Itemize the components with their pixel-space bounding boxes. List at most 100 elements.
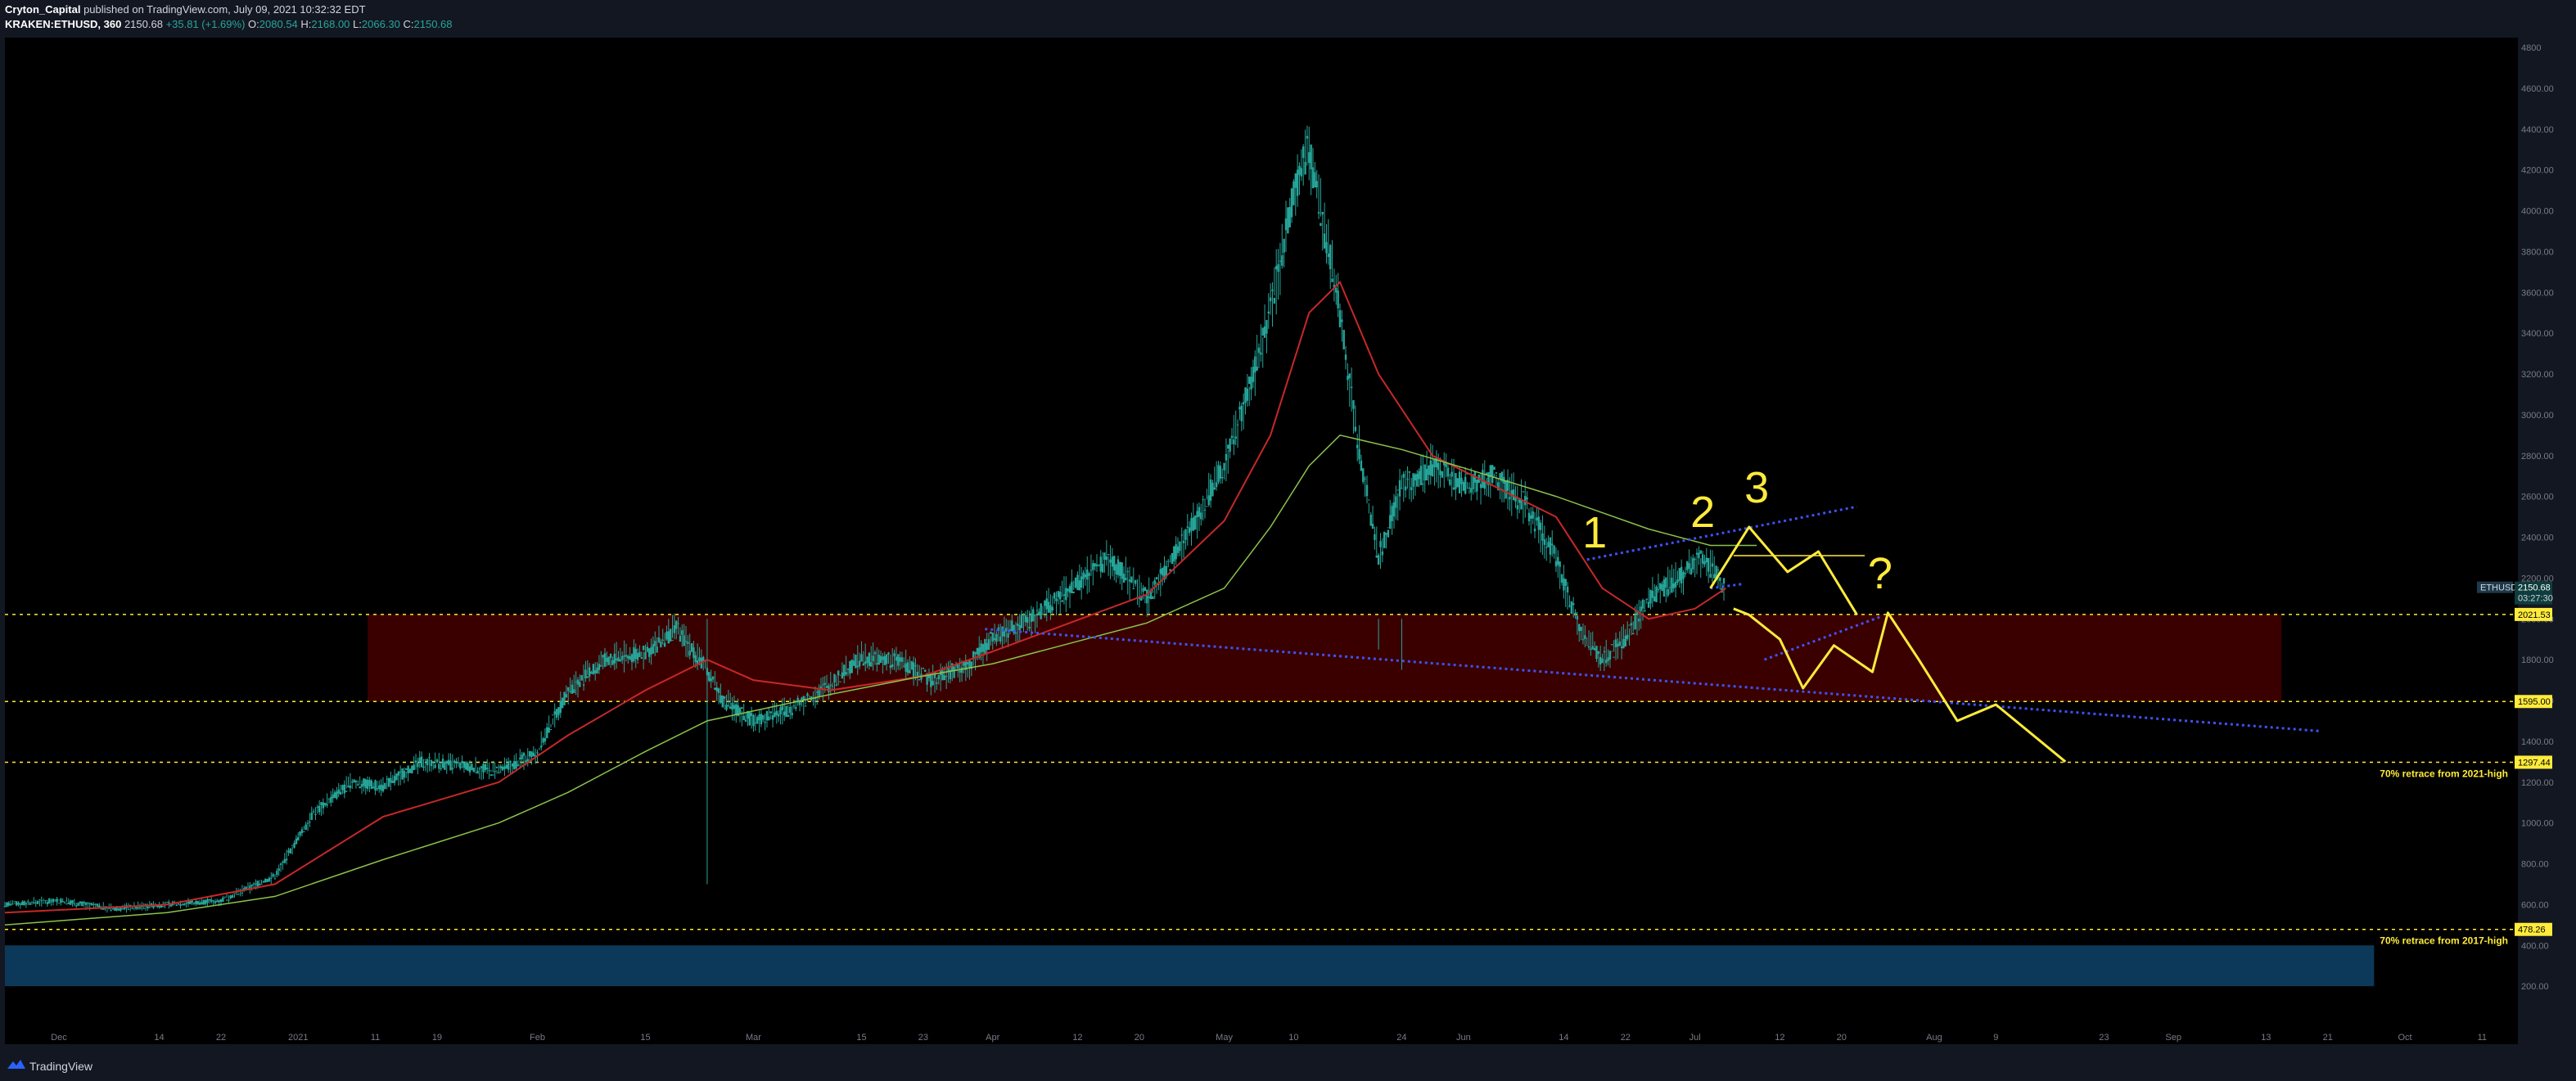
candle-body — [936, 682, 938, 684]
x-tick-label: 2021 — [288, 1033, 308, 1043]
candle-body — [1387, 529, 1390, 538]
candle-body — [1348, 373, 1351, 379]
candles — [3, 125, 1726, 913]
candle-body — [1071, 581, 1073, 593]
candle-body — [52, 899, 55, 903]
candle-body — [1406, 479, 1409, 480]
candle-body — [1364, 478, 1366, 480]
candle-body — [561, 697, 564, 709]
candle-body — [864, 661, 867, 664]
candle-body — [1416, 474, 1419, 487]
candle-body — [665, 631, 668, 640]
y-tick-label: 1200.00 — [2521, 778, 2554, 788]
candle-body — [650, 646, 652, 655]
candle-body — [1140, 595, 1143, 601]
candle-body — [326, 804, 328, 806]
candle-body — [75, 905, 78, 907]
candle-body — [630, 654, 634, 663]
candle-body — [1553, 545, 1555, 554]
candle-body — [1580, 626, 1582, 631]
candle-body — [777, 714, 780, 717]
candle-body — [1377, 555, 1380, 565]
tradingview-brand[interactable]: TradingView — [29, 1060, 93, 1073]
candle-body — [1176, 546, 1180, 553]
level-tag-value: 2021.53 — [2518, 610, 2551, 620]
candle-body — [7, 903, 10, 906]
candle-body — [1315, 181, 1318, 188]
candle-body — [1410, 487, 1413, 490]
candle-body — [461, 760, 463, 763]
candle-body — [629, 655, 631, 660]
candle-body — [386, 778, 388, 780]
candle-body — [615, 658, 618, 660]
candle-body — [1655, 586, 1658, 602]
candle-body — [492, 774, 494, 776]
candle-body — [819, 686, 823, 690]
candle-body — [910, 660, 913, 670]
candle-body — [449, 760, 452, 771]
candle-body — [1186, 526, 1189, 528]
candle-body — [507, 762, 510, 770]
symbol-label[interactable]: KRAKEN:ETHUSD, 360 — [5, 18, 122, 30]
candle-body — [845, 672, 847, 675]
candle-body — [1028, 627, 1031, 628]
candle-body — [1715, 565, 1717, 580]
level-tag-value: 478.26 — [2518, 926, 2546, 935]
candle-body — [422, 766, 425, 768]
candle-body — [48, 898, 51, 904]
candle-body — [747, 710, 749, 719]
candle-body — [781, 705, 784, 710]
published-text: published on TradingView.com, July 09, 2… — [80, 3, 366, 16]
candle-body — [1347, 376, 1349, 381]
candle-body — [345, 790, 348, 792]
candle-body — [1662, 579, 1666, 597]
candle-body — [1699, 550, 1702, 554]
candle-body — [688, 651, 691, 655]
candle-body — [1260, 352, 1262, 355]
candle-body — [1466, 473, 1468, 475]
candle-body — [990, 631, 992, 634]
candle-body — [1398, 480, 1401, 497]
candle-body — [1618, 642, 1621, 646]
candle-body — [196, 900, 199, 905]
candle-body — [1711, 563, 1714, 567]
candle-body — [553, 711, 556, 714]
candle-body — [1234, 436, 1237, 439]
candle-body — [1537, 516, 1540, 530]
candle-body — [1105, 556, 1108, 561]
author-name[interactable]: Cryton_Capital — [5, 3, 81, 16]
candle-body — [1109, 559, 1112, 563]
candle-body — [625, 655, 628, 657]
candle-body — [15, 901, 18, 906]
candle-body — [941, 670, 944, 681]
open-label: O: — [248, 18, 259, 30]
candle-body — [646, 646, 649, 652]
candle-body — [293, 843, 295, 848]
candle-body — [241, 892, 244, 894]
candle-body — [154, 905, 157, 907]
candle-body — [963, 661, 965, 666]
candle-body — [65, 903, 68, 905]
candle-body — [729, 706, 732, 709]
candle-body — [756, 717, 759, 724]
candle-body — [300, 829, 304, 833]
candle-body — [1203, 509, 1207, 511]
candle-body — [1605, 660, 1608, 664]
candle-body — [303, 831, 305, 832]
candle-body — [1007, 633, 1009, 638]
candle-body — [417, 763, 419, 768]
candle-body — [1554, 561, 1558, 567]
candle-body — [1175, 544, 1177, 560]
candle-body — [1059, 592, 1062, 600]
chart-area[interactable] — [5, 38, 2518, 1044]
candle-body — [1472, 475, 1474, 489]
candle-body — [123, 907, 126, 910]
candle-body — [1227, 444, 1229, 449]
candle-body — [1034, 615, 1036, 616]
candle-body — [1425, 468, 1428, 481]
candle-body — [1649, 589, 1652, 604]
tradingview-logo-icon[interactable] — [7, 1058, 26, 1071]
candle-body — [162, 906, 165, 908]
candle-body — [50, 900, 52, 902]
